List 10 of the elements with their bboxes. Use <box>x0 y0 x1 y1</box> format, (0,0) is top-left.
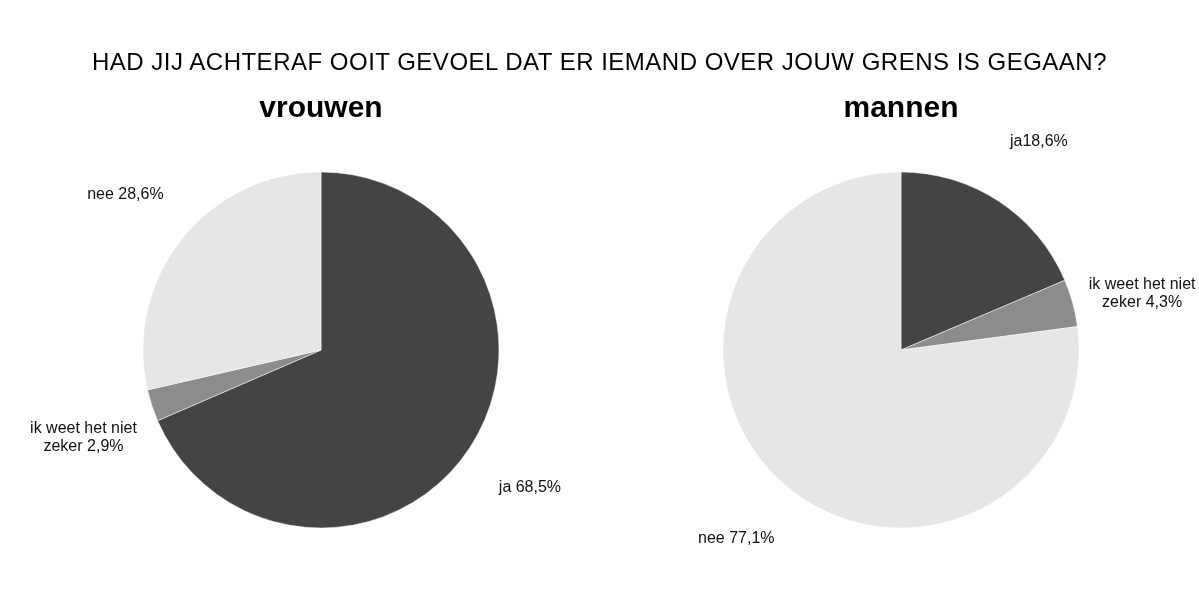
slice-label: ik weet het niet zeker 4,3% <box>1088 275 1197 311</box>
text: HAD JIJ ACHTERAF OOIT GEVOEL DAT ER IEMAND OVER JOUW GRENS IS GEGAAN? <box>90 47 1109 77</box>
slice-label: ik weet het niet zeker 2,9% <box>30 419 138 454</box>
chart-title: mannen <box>843 90 959 123</box>
pie-slice <box>722 171 1080 529</box>
slice-label: ja 68,5% <box>497 478 562 496</box>
slice-label: ja18,6% <box>1009 132 1068 150</box>
slice-label: nee 77,1% <box>698 529 775 547</box>
slice-label: nee 28,6% <box>87 185 164 203</box>
chart-title: vrouwen <box>259 90 383 123</box>
